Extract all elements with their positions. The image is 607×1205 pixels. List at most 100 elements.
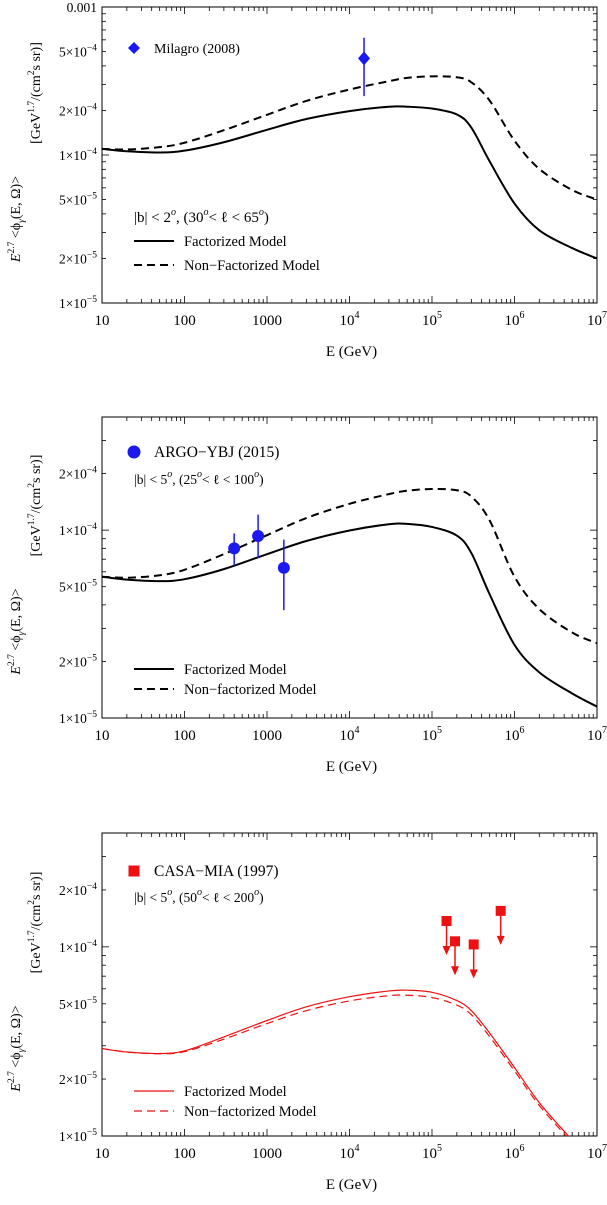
label-part: 5×10 (59, 580, 87, 595)
label-part: 5×10 (59, 45, 87, 60)
label-part: 2.7 (7, 241, 17, 253)
data-point-square (449, 936, 460, 947)
plot-frame (101, 416, 598, 719)
label-part: /(cm (29, 75, 44, 101)
legend-line-label: Factorized Model (184, 662, 287, 678)
data-point-square (468, 939, 479, 950)
legend-marker-diamond (128, 42, 140, 54)
label-part: 1.7 (27, 101, 37, 113)
label-part: < ℓ < 200 (202, 890, 254, 905)
y-axis-label: E2.7 <ϕγ(E, Ω)> (7, 1005, 27, 1092)
y-tick-label: 5×10−5 (59, 579, 97, 595)
upper-limit-arrowhead (469, 969, 478, 979)
x-tick-label: 105 (422, 310, 442, 329)
label-part: 1000 (252, 313, 282, 329)
data-point-square (441, 916, 452, 927)
label-part: 10 (340, 1146, 355, 1162)
y-tick-label: 2×10−5 (59, 1071, 97, 1087)
label-part: 1000 (252, 728, 282, 744)
y-tick-label: 2×10−4 (59, 102, 97, 118)
data-point-circle (277, 561, 290, 574)
label-part: γ (17, 1048, 27, 1052)
label-part: −5 (87, 653, 97, 663)
data-point-square (495, 905, 506, 916)
label-part: o (167, 469, 172, 480)
label-part: 10 (587, 1146, 602, 1162)
label-part: , (25 (172, 472, 197, 487)
x-tick-label: 100 (173, 728, 196, 744)
label-part: 10 (340, 313, 355, 329)
label-part: ) (264, 210, 269, 226)
x-tick-label: 1000 (252, 728, 282, 744)
y-tick-label: 5×10−5 (59, 192, 97, 208)
label-part: 10 (505, 1146, 520, 1162)
label-part: 10 (340, 728, 355, 744)
label-part: −5 (87, 1128, 97, 1138)
y-tick-label: 2×10−5 (59, 653, 97, 669)
label-part: γ (17, 219, 27, 223)
label-part: (E, Ω)> (9, 1005, 24, 1048)
label-part: 1000 (252, 1146, 282, 1162)
label-part: (E, Ω)> (9, 588, 24, 631)
label-part: 4 (355, 1143, 360, 1154)
label-part: 2×10 (59, 103, 87, 118)
label-part: γ (17, 631, 27, 635)
y-axis-unit: [GeV1.7/(cm2s sr)] (27, 42, 44, 144)
x-tick-label: 107 (587, 310, 607, 329)
label-part: < ℓ < 65 (208, 210, 258, 226)
label-part: 6 (520, 1143, 525, 1154)
label-part: [GeV (29, 525, 44, 556)
label-part: 7 (602, 725, 607, 736)
label-part: /(cm (29, 488, 44, 514)
label-part: 2.7 (7, 1071, 17, 1083)
label-part: 6 (520, 725, 525, 736)
label-part: 2×10 (59, 467, 87, 482)
label-part: E (9, 1083, 24, 1093)
upper-limit-arrowhead (450, 966, 459, 976)
label-part: 7 (602, 1143, 607, 1154)
label-part: 2×10 (59, 1072, 87, 1087)
label-part: −5 (87, 710, 97, 720)
y-axis-unit: [GeV1.7/(cm2s sr)] (27, 455, 44, 557)
label-part: |b| < 2 (134, 210, 171, 226)
label-part: −4 (87, 522, 97, 532)
label-part: −5 (87, 996, 97, 1006)
label-part: 4 (355, 725, 360, 736)
y-axis-label: E2.7 <ϕγ(E, Ω)> (7, 588, 27, 675)
label-part: o (254, 887, 259, 898)
x-axis-label: E (GeV) (326, 759, 377, 775)
x-tick-label: 10 (95, 728, 110, 744)
data-point-circle (252, 530, 265, 543)
legend-data-label: Milagro (2008) (154, 42, 240, 57)
label-part: 5 (437, 1143, 442, 1154)
label-part: o (171, 207, 176, 218)
label-part: 1×10 (59, 940, 87, 955)
label-part: 100 (173, 1146, 196, 1162)
label-part: < ℓ < 100 (202, 472, 254, 487)
label-part: <ϕ (9, 1052, 24, 1071)
upper-limit-arrowhead (496, 935, 505, 945)
label-part: 4 (355, 310, 360, 321)
label-part: o (254, 469, 259, 480)
label-part: 10 (587, 313, 602, 329)
label-part: 0.001 (67, 0, 97, 15)
label-part: −4 (87, 102, 97, 112)
legend-marker-square (128, 865, 140, 877)
label-part: 100 (173, 313, 196, 329)
label-part: 2.7 (7, 654, 17, 666)
label-part: −5 (87, 192, 97, 202)
label-part: o (259, 207, 264, 218)
x-tick-label: 105 (422, 725, 442, 744)
label-part: , (50 (172, 890, 197, 905)
label-part: s sr)] (29, 872, 44, 900)
label-part: |b| < 5 (134, 472, 168, 487)
region-label: |b| < 5o, (50o< ℓ < 200o) (134, 887, 264, 905)
x-tick-label: 106 (505, 1143, 525, 1162)
label-part: 1.7 (27, 513, 37, 525)
label-part: −5 (87, 1071, 97, 1081)
label-part: o (197, 469, 202, 480)
series-line-non-factorized (102, 487, 597, 645)
label-part: o (167, 887, 172, 898)
